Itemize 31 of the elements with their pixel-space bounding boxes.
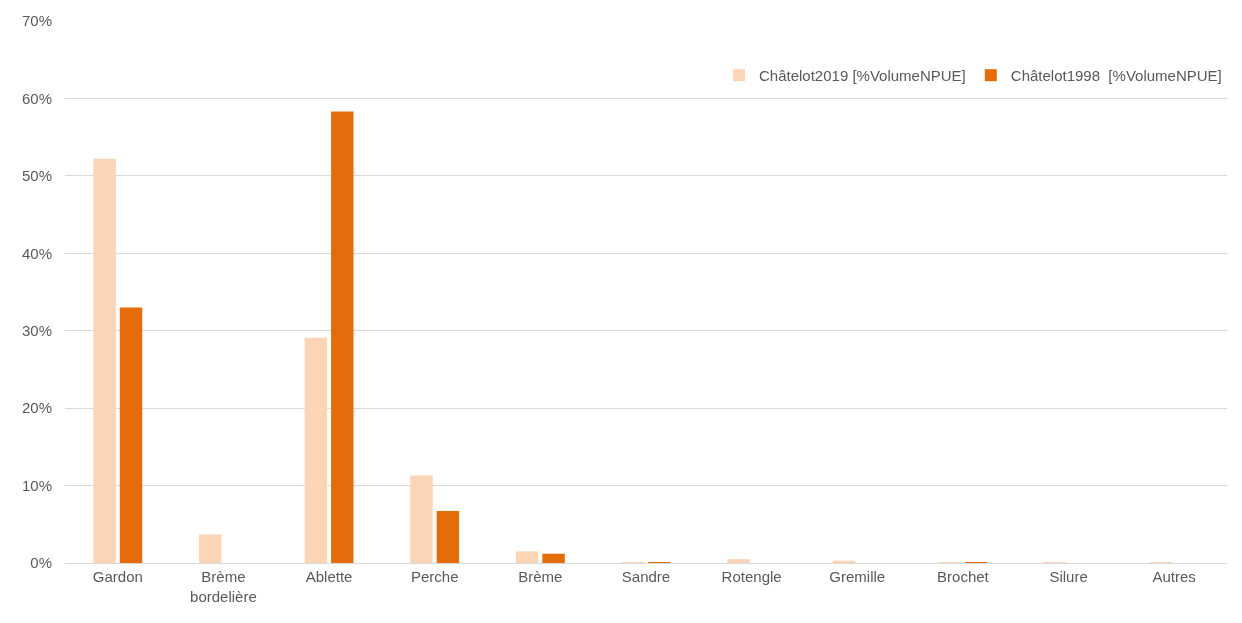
x-tick-label: Brème bordelière	[190, 568, 257, 605]
y-tick-label: 20%	[21, 399, 52, 417]
bar	[727, 559, 750, 563]
x-tick-label: Sandre	[621, 568, 671, 585]
y-tick-label: 0%	[30, 554, 52, 572]
x-tick-label: Brème	[518, 568, 563, 585]
bar	[93, 158, 116, 563]
x-tick-label: Autres	[1152, 568, 1196, 585]
bar	[436, 511, 460, 563]
bar	[304, 337, 328, 563]
x-tick-label: Ablette	[305, 568, 353, 585]
x-tick-label: Silure	[1049, 568, 1088, 585]
y-tick-label: 10%	[21, 476, 52, 494]
y-tick-label: 60%	[21, 89, 52, 107]
bar	[199, 534, 222, 563]
bar	[515, 551, 539, 563]
y-tick-label: 40%	[21, 244, 52, 262]
y-tick-label: 30%	[21, 321, 52, 339]
bar	[542, 553, 565, 563]
x-tick-label: Perche	[410, 568, 459, 585]
bar	[331, 111, 354, 563]
y-tick-label: 50%	[21, 167, 52, 185]
y-tick-label: 70%	[21, 12, 52, 30]
x-tick-label: Brochet	[937, 568, 990, 585]
legend-label: Châtelot2019 [%VolumeNPUE]	[759, 67, 966, 85]
bar	[410, 475, 433, 563]
x-tick-label: Gardon	[92, 568, 143, 585]
legend-label: Châtelot1998 [%VolumeNPUE]	[1010, 67, 1222, 85]
x-tick-label: Gremille	[829, 568, 886, 585]
bar	[119, 307, 143, 563]
x-tick-label: Rotengle	[721, 568, 782, 585]
